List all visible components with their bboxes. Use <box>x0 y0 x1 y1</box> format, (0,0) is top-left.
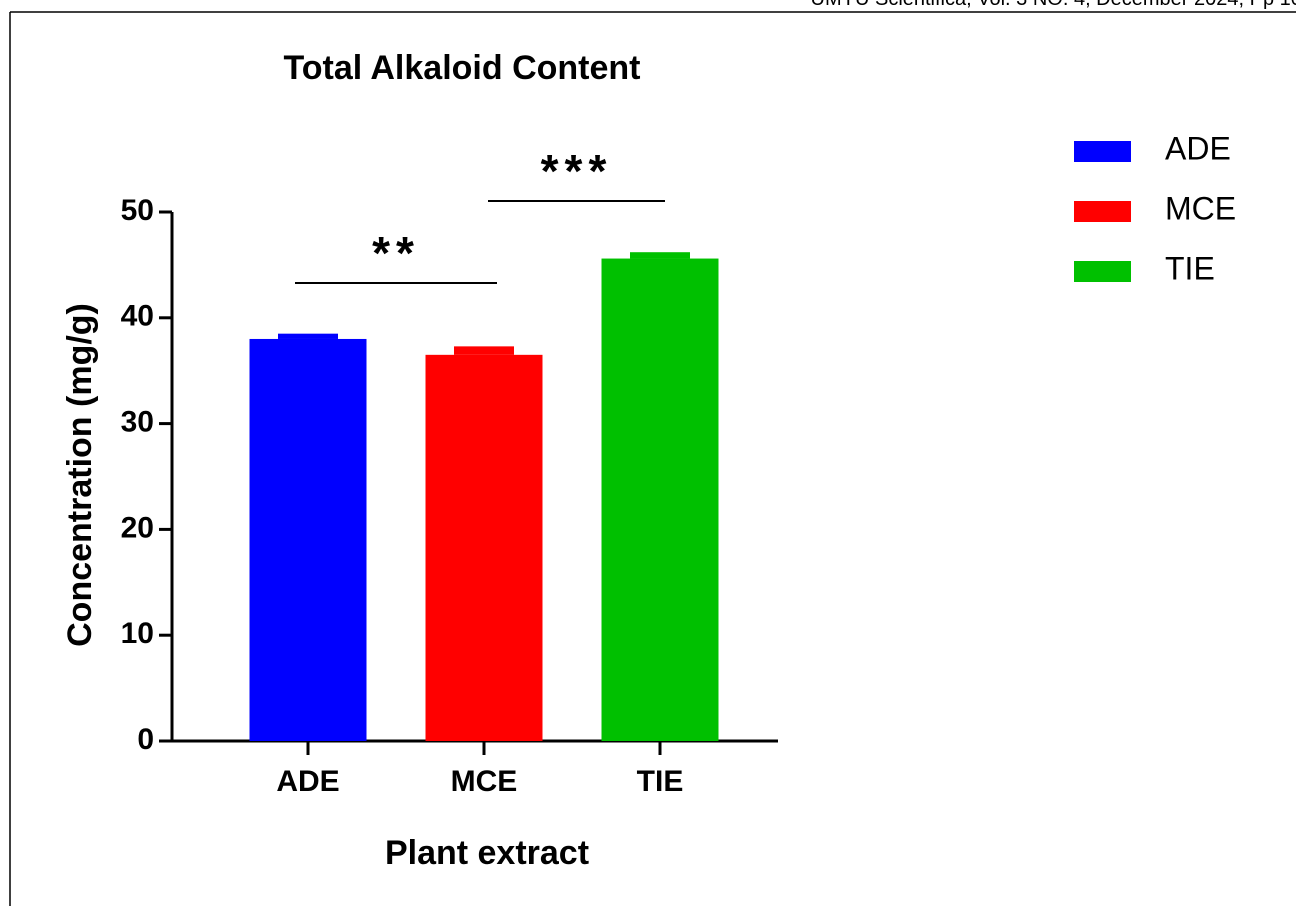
y-tick-label: 30 <box>121 406 154 439</box>
significance-label: *** <box>541 145 613 197</box>
x-tick-label: MCE <box>451 765 518 798</box>
legend-label: TIE <box>1165 250 1215 286</box>
legend-label: MCE <box>1165 190 1236 226</box>
x-tick-label: ADE <box>276 765 339 798</box>
error-bar <box>454 346 514 355</box>
y-tick-label: 10 <box>121 617 154 650</box>
bar <box>601 258 719 741</box>
y-tick-label: 40 <box>121 300 154 333</box>
page-header: UMYU Scientifica, Vol. 3 NO. 4, December… <box>811 0 1296 10</box>
chart-title: Total Alkaloid Content <box>284 49 641 87</box>
legend-swatch <box>1074 141 1131 162</box>
y-axis-label: Concentration (mg/g) <box>61 303 99 647</box>
legend-swatch <box>1074 261 1131 282</box>
y-tick-label: 0 <box>137 723 154 756</box>
legend-label: ADE <box>1165 130 1231 166</box>
bar <box>425 354 543 741</box>
significance-label: ** <box>372 227 420 279</box>
bar <box>249 338 367 741</box>
y-tick-label: 50 <box>121 194 154 227</box>
x-tick-label: TIE <box>637 765 684 798</box>
y-tick-label: 20 <box>121 511 154 544</box>
x-axis-label: Plant extract <box>385 834 589 872</box>
legend-swatch <box>1074 201 1131 222</box>
error-bar <box>278 333 338 339</box>
error-bar <box>630 252 690 259</box>
